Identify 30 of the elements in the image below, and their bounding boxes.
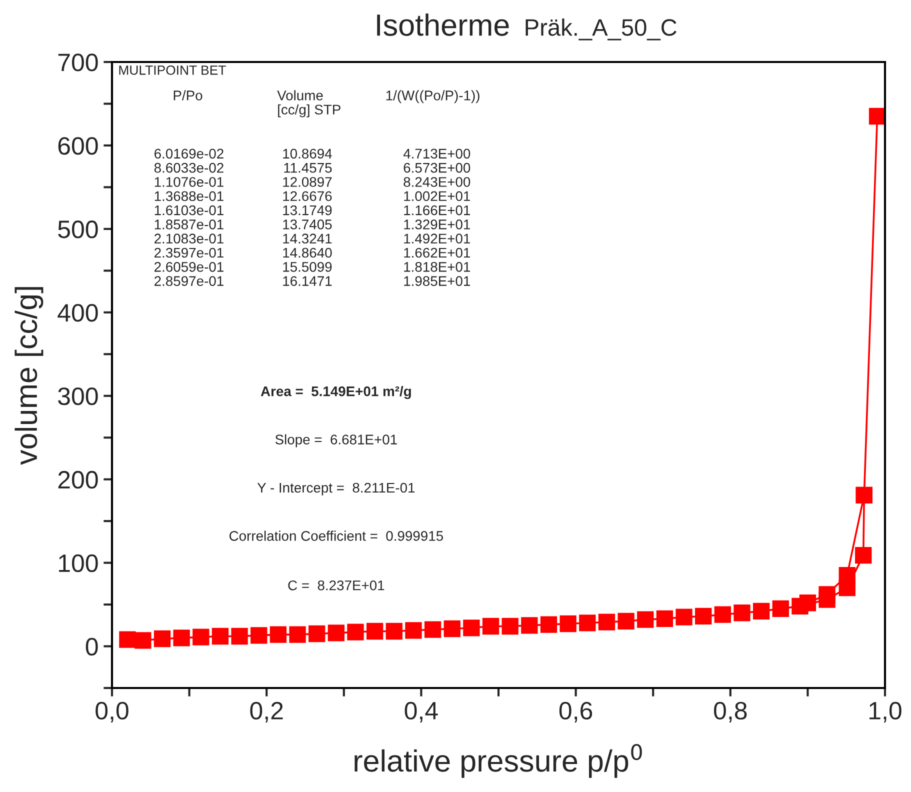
x-tick-label: 0,2 [250,702,283,723]
y-tick-label: 600 [58,137,98,155]
x-tick-label: 0,6 [559,702,592,723]
annotation: Slope = 6.681E+01 [275,434,397,448]
x-tick-label: 0,8 [714,702,747,723]
annotation: Y - Intercept = 8.211E-01 [257,482,415,496]
annotation: Area = 5.149E+01 m²/g [260,386,411,400]
annotation: MULTIPOINT BET [119,65,226,75]
x-axis-title: relative pressure p/p$^{0}$ [354,744,642,778]
y-tick-label: 100 [59,554,98,572]
annotation: P/Po [174,90,202,100]
annotation: Correlation Coefficient = 0.999915 [229,530,443,541]
text: 6.0169e-02 8.6033e-02 1.1076e-01 1.3688e-01 1.6103e-01 1.8587e-01 2.1083e-01 2.3597e-01 2.6059e-01 2.8597e-01 [154,148,224,286]
x-tick-label: 1,0 [870,702,902,723]
y-tick-label: 400 [58,304,98,322]
annotation: 1/(W((Po/P)-1)) [386,90,480,104]
y-tick-label: 0 [86,638,98,656]
y-tick-label: 300 [58,387,98,406]
y-tick-label: 500 [58,220,98,238]
y-tick-label: 700 [58,54,98,72]
y-axis-title: volume [cc/g] [14,287,44,465]
annotation: Volume [cc/g] STP [277,90,340,118]
text: 10.8694 11.4575 12.0897 12.6676 13.1749 13.7405 14.3241 14.8640 15.5099 16.1471 [283,148,332,286]
y-tick-label: 200 [58,470,98,489]
x-tick-label: 0,4 [404,702,438,723]
chart-title: Isotherme [377,13,509,36]
chart-subtitle: Präk._A_50_C [526,18,676,40]
x-tick-label: 0,0 [96,702,128,723]
text: 4.713E+00 6.573E+00 8.243E+00 1.002E+01 1.166E+01 1.329E+01 1.492E+01 1.662E+01 1.818E+01 1.985E+01 [403,148,470,286]
annotation: C = 8.237E+01 [288,580,384,590]
